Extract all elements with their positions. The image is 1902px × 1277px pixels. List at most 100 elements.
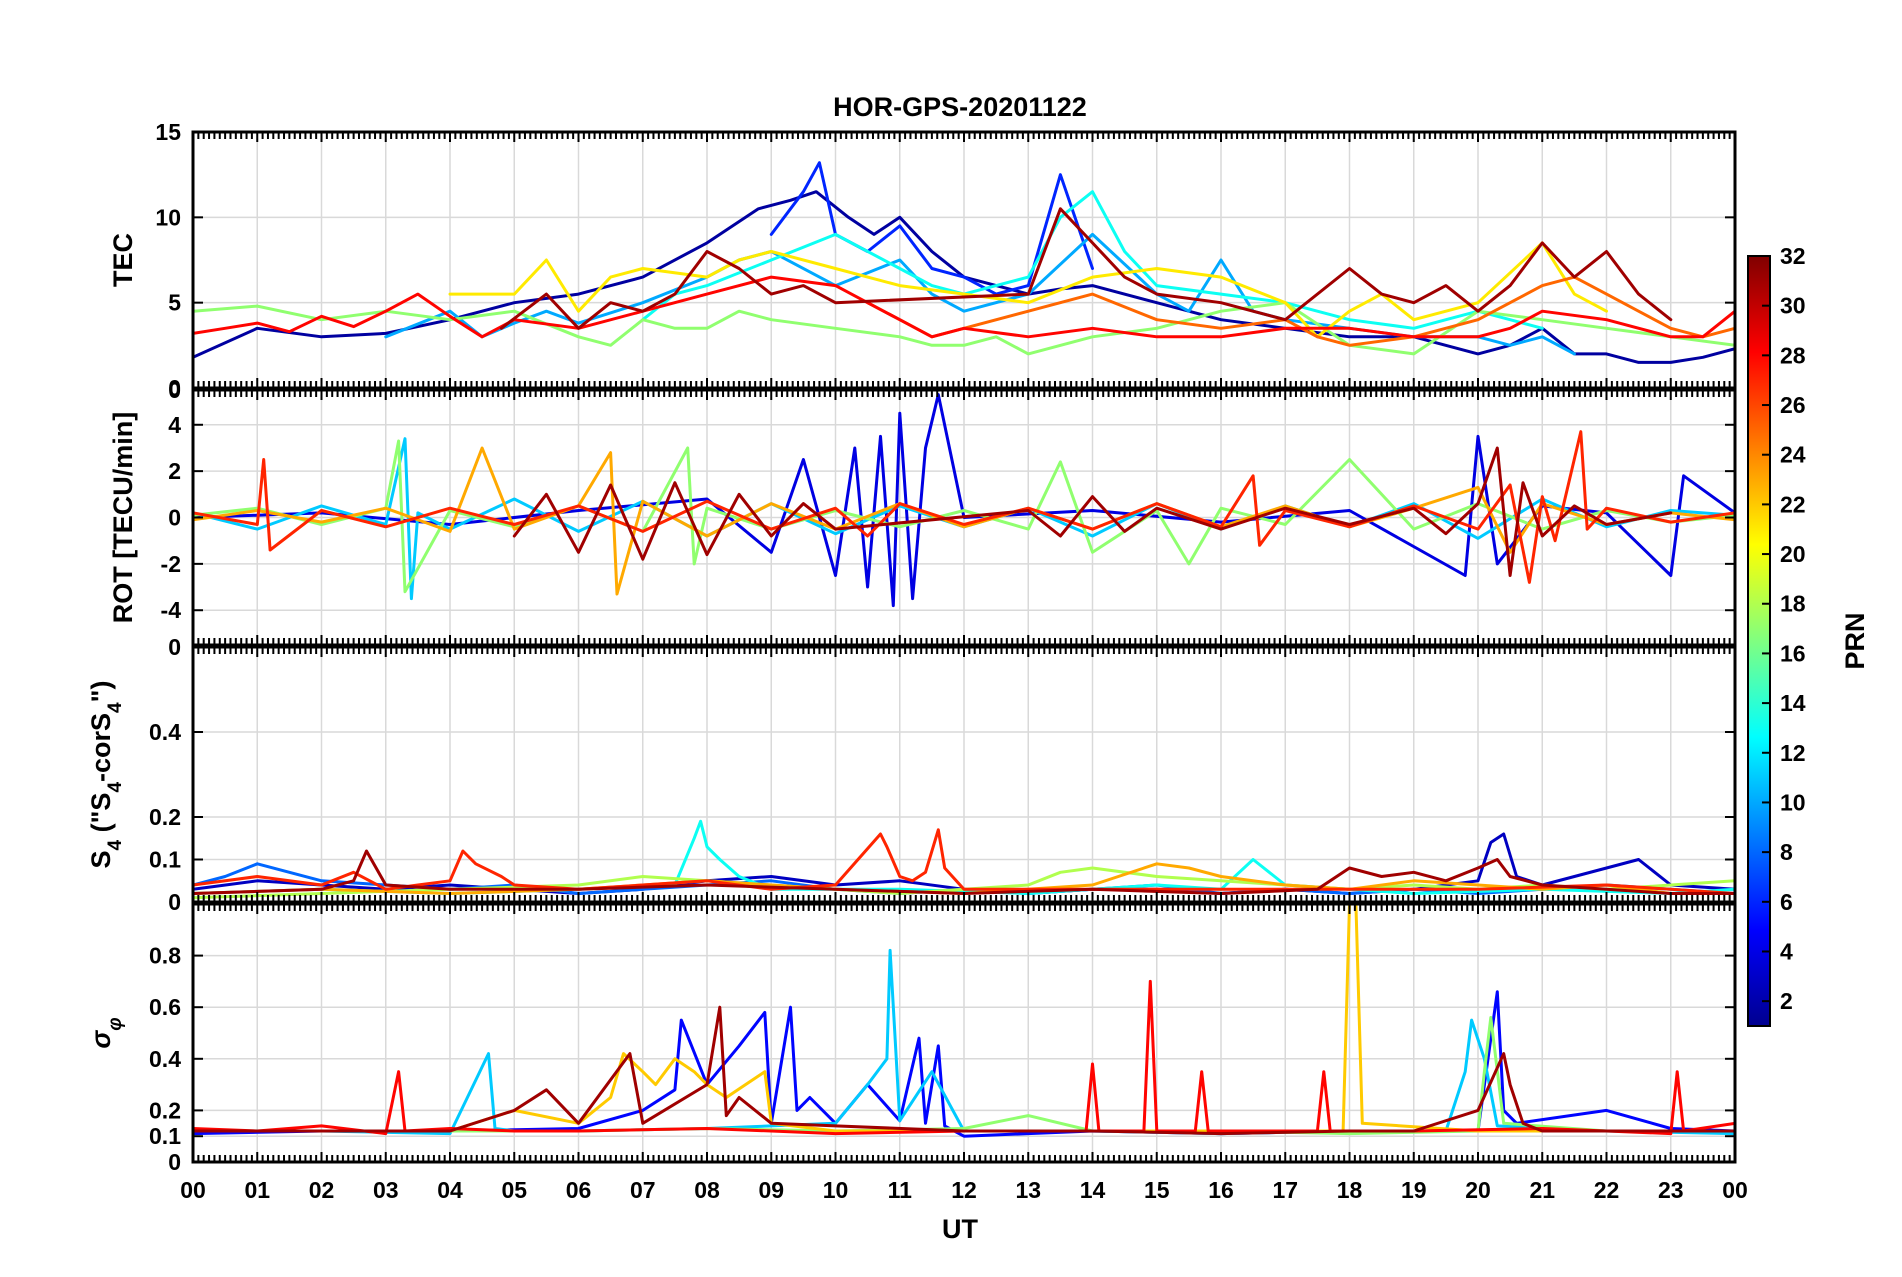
colorbar-tick-label: 14 <box>1780 690 1806 716</box>
colorbar-tick-label: 12 <box>1780 740 1806 766</box>
y-tick-label: 0.2 <box>149 804 181 830</box>
x-tick-label: 15 <box>1144 1177 1170 1203</box>
series-prn-31 <box>193 849 1735 895</box>
series-prn-13 <box>641 190 1544 330</box>
y-tick-label-top: 0 <box>168 377 181 403</box>
colorbar-tick-label: 4 <box>1780 938 1793 964</box>
colorbar-tick-label: 6 <box>1780 889 1793 915</box>
x-tick-label: 13 <box>1015 1177 1041 1203</box>
x-tick-label: 07 <box>630 1177 656 1203</box>
y-tick-label: 2 <box>168 458 181 484</box>
x-tick-label: 08 <box>694 1177 720 1203</box>
x-tick-label: 00 <box>1722 1177 1748 1203</box>
x-tick-label: 23 <box>1658 1177 1684 1203</box>
y-tick-label-top: 0 <box>168 634 181 660</box>
y-axis-label-rot: ROT [TECU/min] <box>108 412 138 623</box>
x-tick-label: 14 <box>1080 1177 1106 1203</box>
colorbar-tick-label: 16 <box>1780 640 1806 666</box>
panel-sigma_phi: 00.10.2 0.4 0.6 0.8 σφ <box>86 902 1737 1175</box>
x-tick-label: 21 <box>1529 1177 1555 1203</box>
x-tick-label: 03 <box>373 1177 399 1203</box>
y-tick-label: 0.4 <box>149 1046 181 1072</box>
x-tick-label: 01 <box>244 1177 270 1203</box>
colorbar-tick-label: 30 <box>1780 293 1806 319</box>
colorbar-tick-label: 18 <box>1780 591 1806 617</box>
x-tick-label: 16 <box>1208 1177 1234 1203</box>
x-axis: 00 01 02 03 04 05 06 07 08 09 10 11 12 13 14 15 16 17 18 19… <box>180 1177 1748 1203</box>
panel-ticks <box>192 647 1736 903</box>
colorbar-tick-label: 26 <box>1780 392 1806 418</box>
colorbar-tick-label: 2 <box>1780 988 1793 1014</box>
series-prn-27 <box>193 828 1735 895</box>
x-tick-label: 18 <box>1337 1177 1363 1203</box>
y-tick-label: 0 <box>168 1149 181 1175</box>
y-axis-label-s4: S4 ("S4-corS4") <box>86 681 126 869</box>
y-tick-label: 10 <box>155 204 181 230</box>
colorbar-tick-label: 10 <box>1780 789 1806 815</box>
series-prn-25 <box>866 275 1735 347</box>
x-tick-label: 17 <box>1272 1177 1298 1203</box>
y-tick-label: -4 <box>161 597 182 623</box>
x-tick-label: 22 <box>1594 1177 1620 1203</box>
panel-ticks <box>192 904 1736 1163</box>
colorbar-tick-label: 28 <box>1780 342 1806 368</box>
series-prn-17 <box>193 439 1735 594</box>
series-prn-17 <box>193 301 1735 356</box>
y-tick-label: 0 <box>168 375 181 401</box>
x-tick-label: 05 <box>501 1177 527 1203</box>
panel-series <box>193 904 1735 1138</box>
y-tick-label: 0.8 <box>149 943 181 969</box>
x-tick-label: 09 <box>758 1177 784 1203</box>
x-tick-label: 11 <box>888 1177 913 1203</box>
series-prn-11 <box>193 948 1735 1136</box>
y-axis-label-tec: TEC <box>108 233 138 287</box>
panel-tec: 0 5 10 15 TEC <box>108 119 1737 401</box>
panel-series <box>193 819 1735 900</box>
colorbar-tick-label: 32 <box>1780 243 1806 269</box>
y-tick-label: 15 <box>155 119 181 145</box>
x-tick-label: 04 <box>437 1177 463 1203</box>
panel-ticks <box>192 390 1736 645</box>
colorbar-label: PRN <box>1840 612 1870 669</box>
y-tick-label: 0.1 <box>149 1123 181 1149</box>
y-tick-label: 0 <box>168 889 181 915</box>
x-tick-label: 06 <box>566 1177 592 1203</box>
series-prn-31 <box>512 446 1673 577</box>
series-prn-22 <box>193 904 1735 1133</box>
y-tick-label: 0.6 <box>149 994 181 1020</box>
y-tick-label: 4 <box>168 412 181 438</box>
colorbar-tick-label: 24 <box>1780 442 1806 468</box>
panel-ticks <box>192 131 1736 389</box>
x-tick-label: 02 <box>309 1177 335 1203</box>
series-prn-5 <box>193 990 1735 1138</box>
panel-series <box>193 161 1735 364</box>
series-prn-28 <box>193 275 1735 339</box>
y-tick-label: 0.2 <box>149 1097 181 1123</box>
y-tick-label: -2 <box>161 551 181 577</box>
series-prn-27 <box>193 430 1735 584</box>
panel-series <box>193 393 1735 608</box>
colorbar-tick-label: 8 <box>1780 839 1793 865</box>
x-axis-label: UT <box>942 1214 978 1244</box>
x-tick-label: 12 <box>951 1177 977 1203</box>
series-prn-31 <box>499 207 1673 330</box>
y-axis-label-sigma_phi: σφ <box>86 1017 126 1048</box>
y-tick-label: 0.1 <box>149 847 181 873</box>
panel-s4: 0 0.1 0.2 0.4 0 S4 ("S4-corS4") <box>86 634 1737 915</box>
x-tick-label: 20 <box>1465 1177 1491 1203</box>
x-tick-label: 19 <box>1401 1177 1427 1203</box>
series-prn-21 <box>448 241 1608 339</box>
colorbar-tick-label: 20 <box>1780 541 1806 567</box>
y-tick-label: 5 <box>168 290 181 316</box>
x-tick-label: 10 <box>823 1177 849 1203</box>
y-tick-label: 0 <box>168 505 181 531</box>
panel-rot: -4 -2 0 2 4 0 ROT [TECU/min] <box>108 377 1737 647</box>
chart-title: HOR-GPS-20201122 <box>833 92 1087 122</box>
x-tick-label: 00 <box>180 1177 206 1203</box>
y-tick-label: 0.4 <box>149 719 181 745</box>
